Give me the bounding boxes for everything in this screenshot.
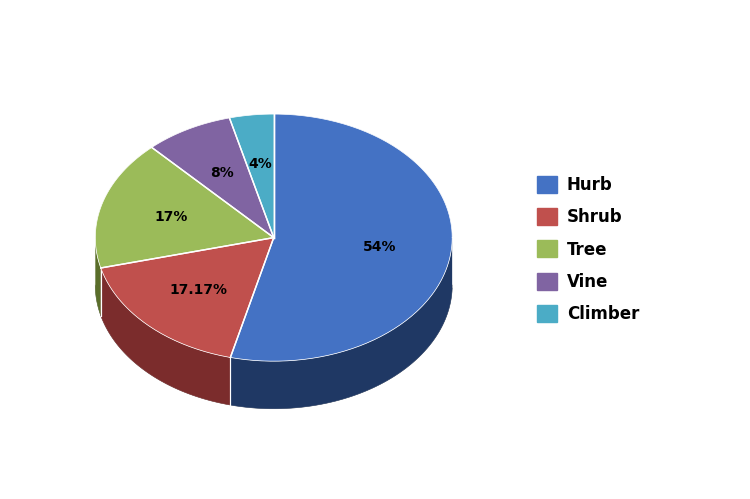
Polygon shape xyxy=(230,241,452,409)
Polygon shape xyxy=(230,114,274,238)
Polygon shape xyxy=(230,114,452,361)
Text: 17%: 17% xyxy=(154,210,188,224)
Text: 8%: 8% xyxy=(211,166,234,180)
Polygon shape xyxy=(95,239,100,315)
Polygon shape xyxy=(95,147,274,268)
Text: 4%: 4% xyxy=(248,157,272,171)
Legend: Hurb, Shrub, Tree, Vine, Climber: Hurb, Shrub, Tree, Vine, Climber xyxy=(533,173,642,326)
Text: 17.17%: 17.17% xyxy=(170,283,227,297)
Polygon shape xyxy=(100,268,230,405)
Text: 54%: 54% xyxy=(363,240,397,253)
Polygon shape xyxy=(100,238,274,357)
Polygon shape xyxy=(152,118,274,238)
